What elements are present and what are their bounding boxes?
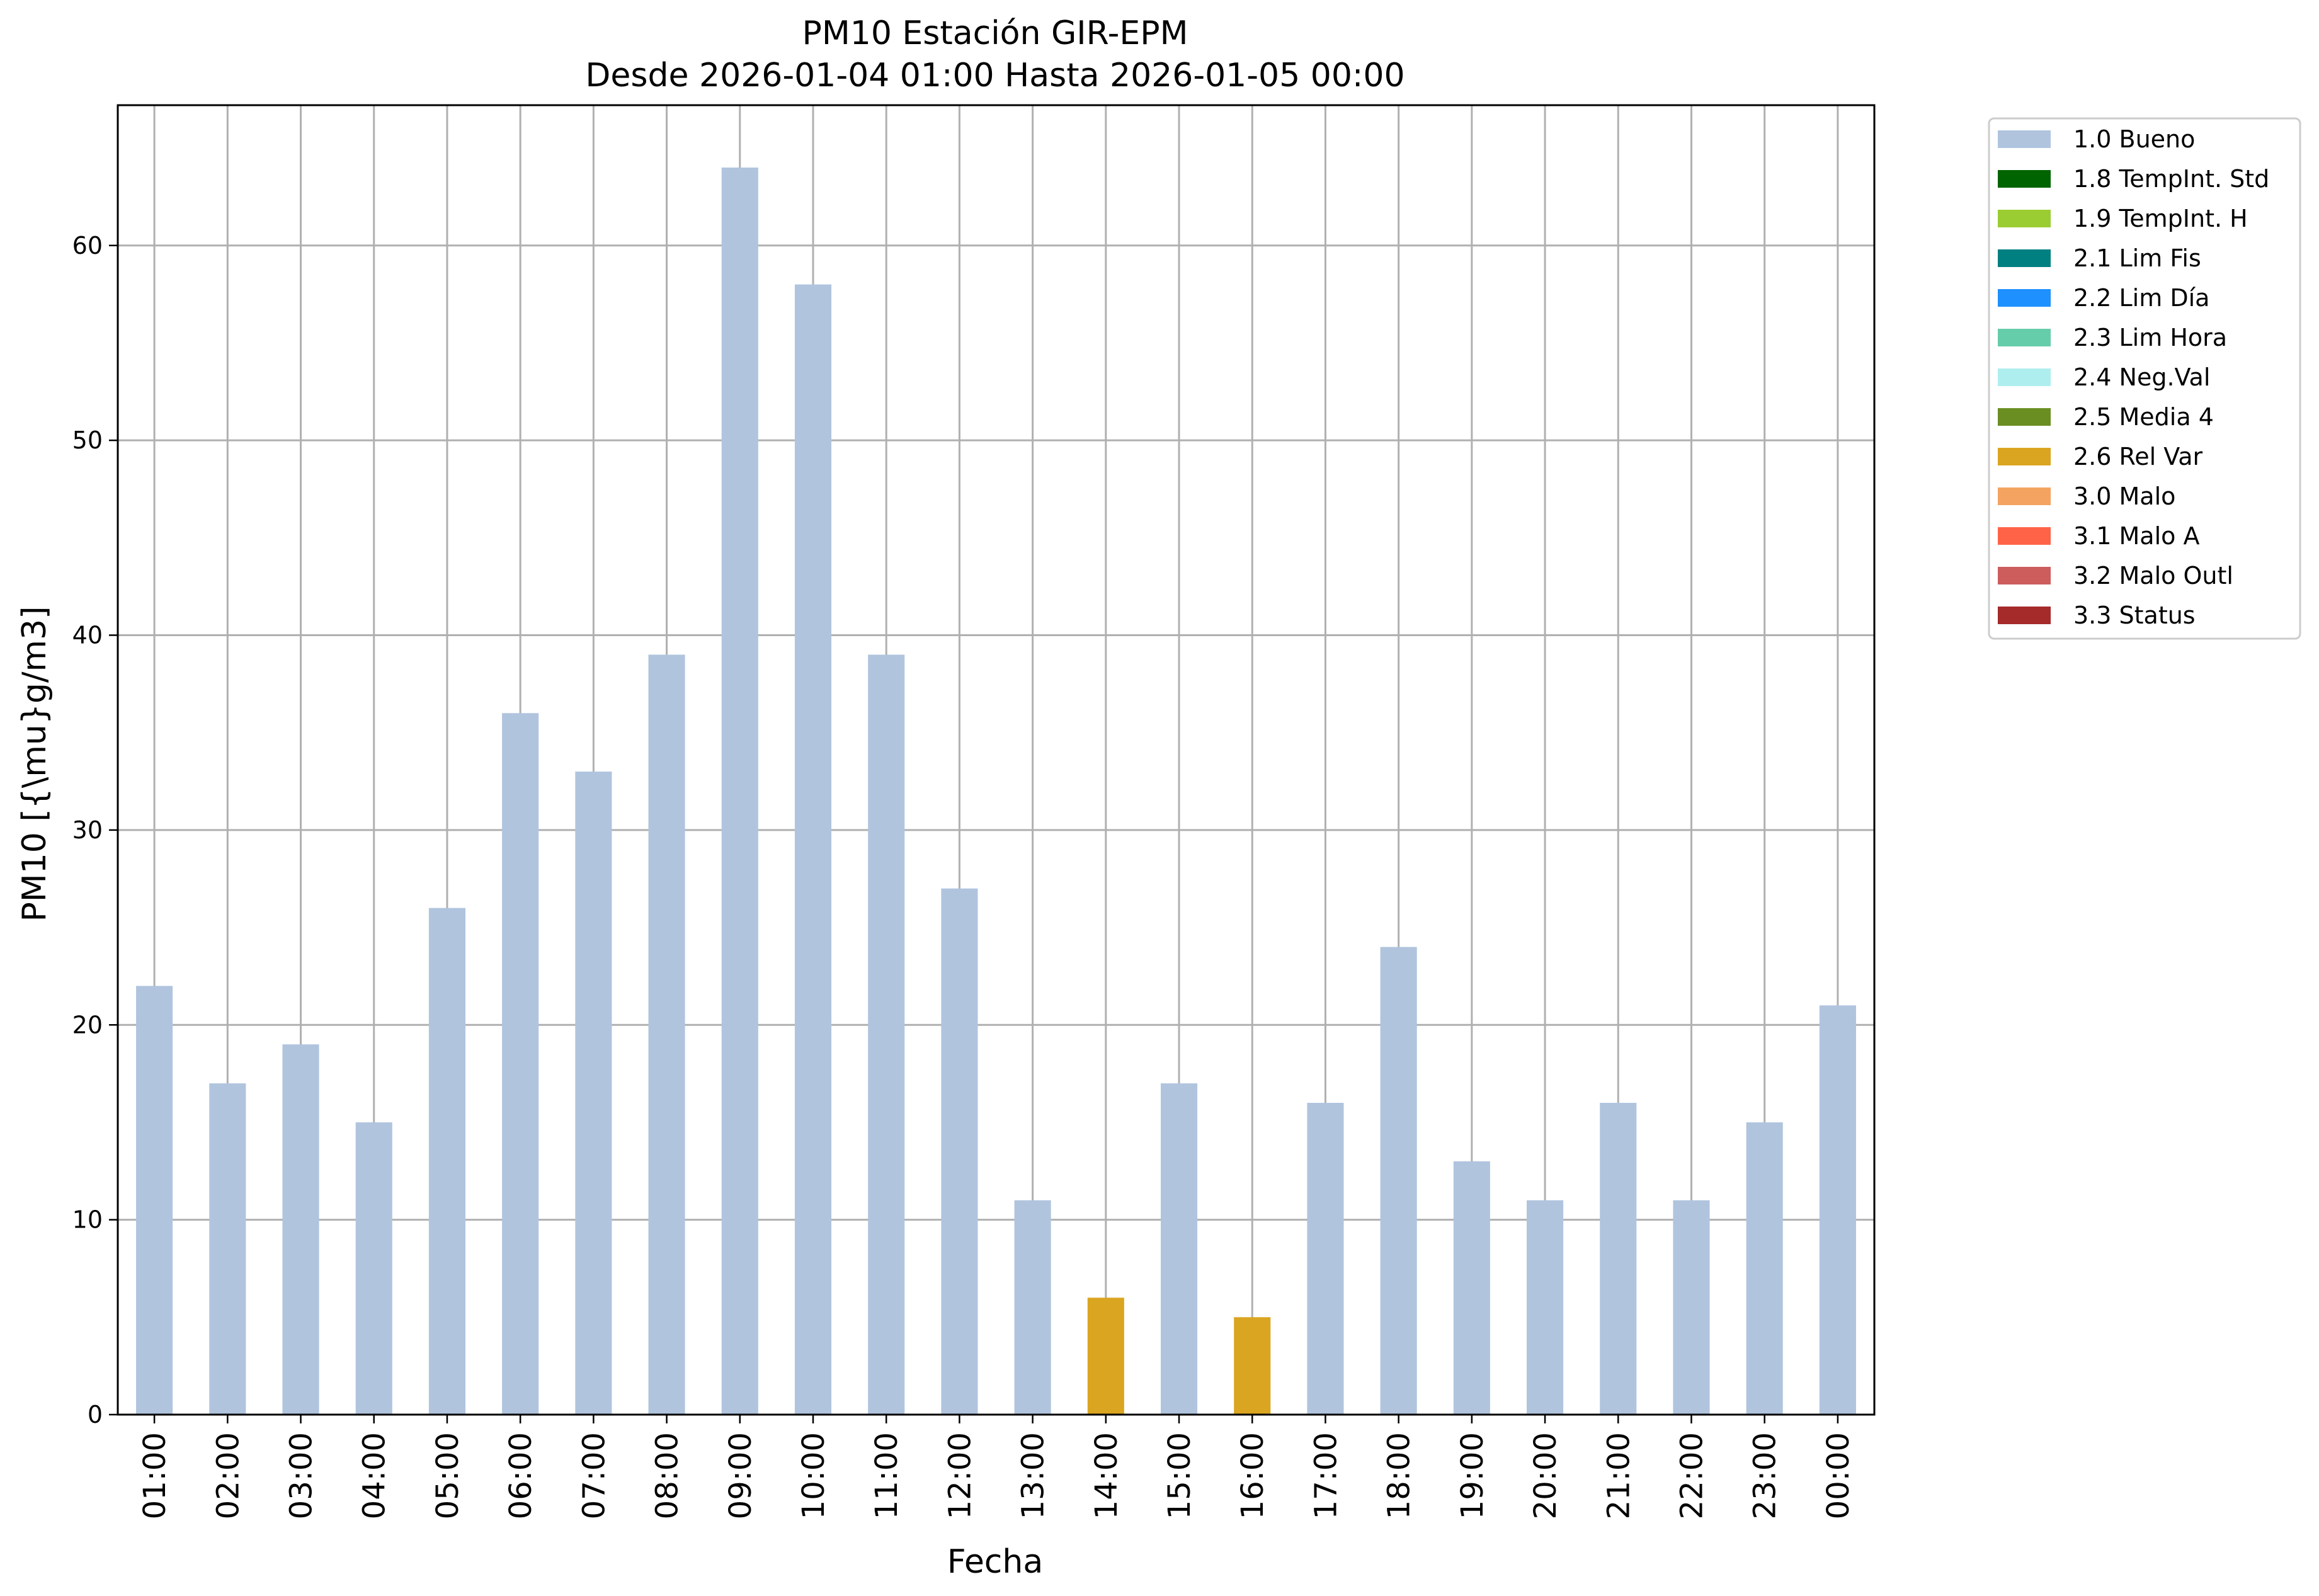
x-tick-label: 07:00 [576,1432,612,1519]
bar [136,986,173,1415]
legend-swatch [1998,607,2051,624]
legend-swatch [1998,567,2051,584]
legend: 1.0 Bueno 1.8 TempInt. Std 1.9 TempInt. H 2… [1988,117,2301,640]
x-tick-label: 13:00 [1016,1432,1051,1519]
legend-label: 2.3 Lim Hora [2073,324,2227,351]
x-tick-label: 02:00 [210,1432,246,1519]
bars [136,168,1856,1415]
legend-label: 2.6 Rel Var [2073,443,2203,470]
y-tick-label: 0 [88,1401,103,1428]
x-tick-label: 12:00 [942,1432,977,1519]
y-axis: 0 10 20 30 40 50 60 [72,232,118,1428]
bar [1160,1083,1198,1415]
x-tick-label: 00:00 [1821,1432,1856,1519]
x-tick-label: 17:00 [1308,1432,1343,1519]
y-tick-label: 20 [72,1011,103,1039]
legend-swatch [1998,170,2051,188]
x-tick-label: 01:00 [137,1432,173,1519]
y-tick-label: 30 [72,816,103,844]
bar [1819,1005,1856,1415]
legend-label: 1.8 TempInt. Std [2073,165,2269,193]
x-tick-label: 22:00 [1674,1432,1709,1519]
legend-label: 2.5 Media 4 [2073,403,2214,431]
x-tick-label: 03:00 [284,1432,319,1519]
x-tick-label: 04:00 [357,1432,392,1519]
bar [575,772,612,1415]
legend-swatch [1998,448,2051,465]
x-tick-label: 06:00 [503,1432,538,1519]
legend-label: 3.3 Status [2073,601,2196,629]
x-tick-label: 15:00 [1162,1432,1197,1519]
chart-title: PM10 Estación GIR-EPM [802,14,1188,52]
legend-label: 2.4 Neg.Val [2073,363,2210,391]
legend-swatch [1998,210,2051,227]
legend-label: 1.0 Bueno [2073,125,2195,153]
legend-swatch [1998,408,2051,426]
y-axis-label: PM10 [{\mu}g/m3] [16,606,54,921]
x-tick-label: 20:00 [1528,1432,1563,1519]
bar [1453,1161,1490,1415]
legend-swatch [1998,249,2051,267]
x-axis: 01:00 02:00 03:00 04:00 05:00 06:00 07:00 08:00… [137,1415,1856,1519]
bar [1746,1122,1783,1415]
y-tick-label: 40 [72,622,103,649]
legend-swatch [1998,527,2051,545]
legend-swatch [1998,130,2051,148]
legend-swatch [1998,368,2051,386]
x-tick-label: 08:00 [650,1432,685,1519]
bar [209,1083,246,1415]
bar [1234,1317,1271,1415]
x-tick-label: 10:00 [796,1432,831,1519]
bar [1307,1103,1344,1415]
bar [648,654,685,1415]
bar [1014,1200,1051,1415]
legend-swatch [1998,487,2051,505]
plot-frame [117,104,1876,1416]
bar [1380,947,1417,1415]
legend-box [1988,117,2301,640]
bar [282,1044,319,1415]
bar [502,713,539,1415]
bar [1600,1103,1637,1415]
legend-label: 2.2 Lim Día [2073,284,2209,312]
bar [1673,1200,1710,1415]
bar [721,168,758,1415]
bar [355,1122,392,1415]
legend-label: 2.1 Lim Fis [2073,244,2201,272]
x-tick-label: 18:00 [1382,1432,1417,1519]
x-tick-label: 23:00 [1748,1432,1783,1519]
chart-subtitle: Desde 2026-01-04 01:00 Hasta 2026-01-05 … [585,57,1405,94]
bar [794,284,832,1415]
bar [1527,1200,1564,1415]
x-tick-label: 21:00 [1601,1432,1636,1519]
x-tick-label: 05:00 [430,1432,465,1519]
x-tick-label: 11:00 [869,1432,904,1519]
bar [428,908,465,1415]
legend-label: 1.9 TempInt. H [2073,205,2248,232]
legend-swatch [1998,289,2051,307]
x-tick-label: 14:00 [1089,1432,1124,1519]
bar [1087,1297,1124,1415]
legend-label: 3.0 Malo [2073,482,2175,510]
x-tick-label: 19:00 [1455,1432,1490,1519]
y-tick-label: 60 [72,232,103,259]
x-tick-label: 16:00 [1235,1432,1270,1519]
legend-label: 3.1 Malo A [2073,522,2199,550]
y-tick-label: 10 [72,1206,103,1234]
legend-label: 3.2 Malo Outl [2073,562,2233,590]
bar [941,888,978,1415]
legend-swatch [1998,329,2051,346]
y-tick-label: 50 [72,426,103,454]
x-tick-label: 09:00 [723,1432,758,1519]
x-axis-label: Fecha [947,1543,1043,1581]
bar [868,654,905,1415]
